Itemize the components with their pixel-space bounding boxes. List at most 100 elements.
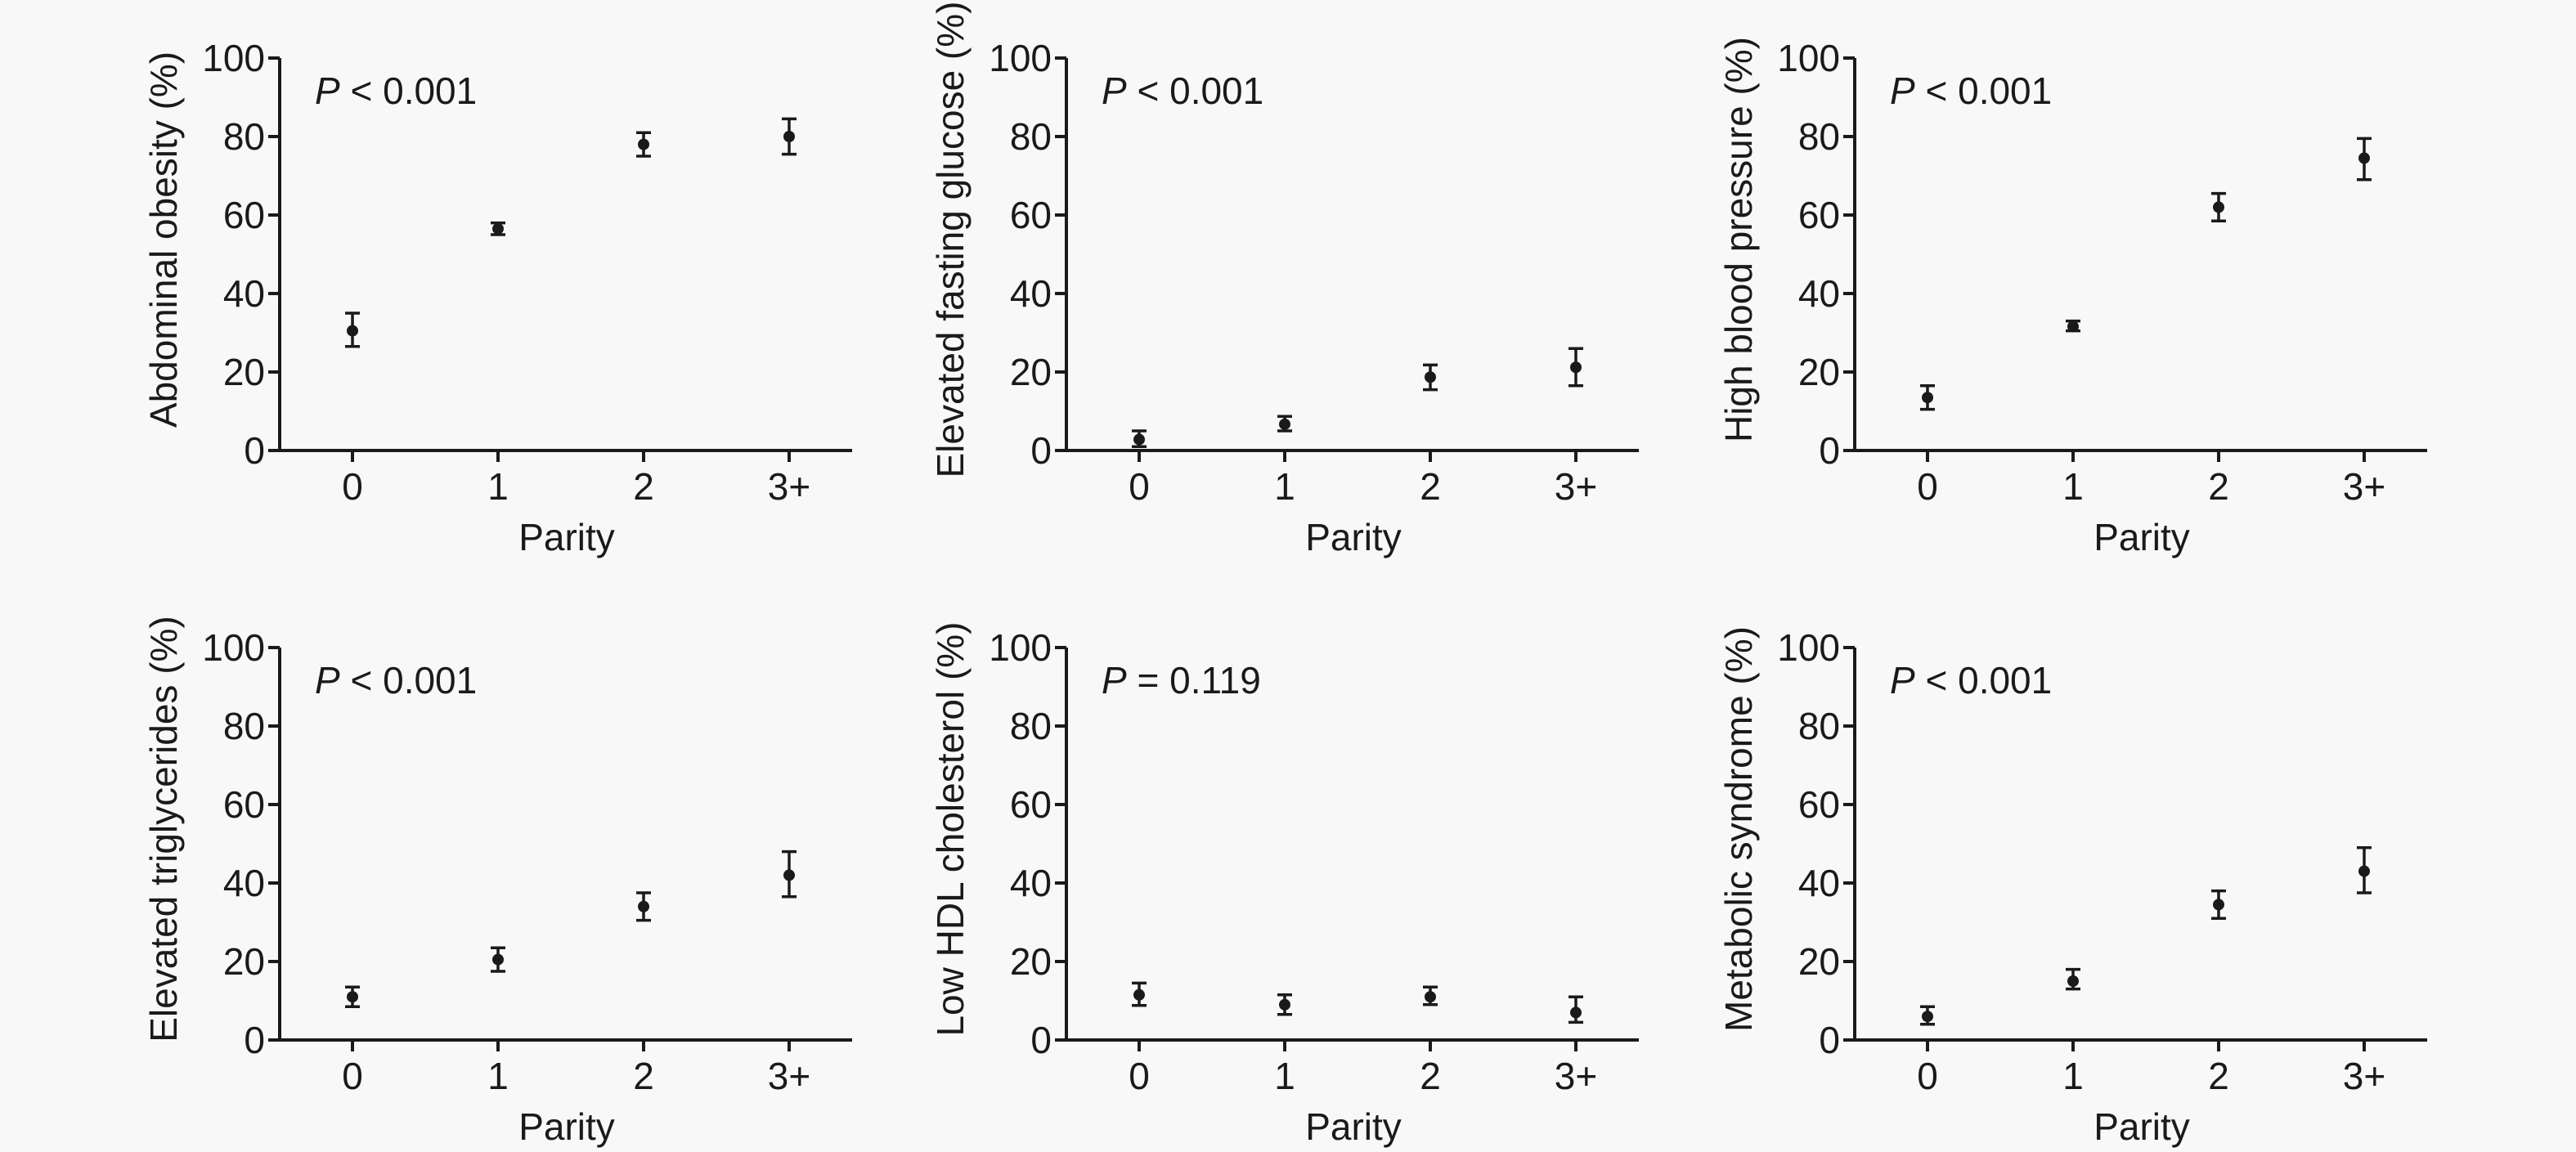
y-tick-label: 100	[989, 37, 1052, 79]
p-value-symbol: P	[1890, 659, 1915, 702]
x-tick-label: 1	[1274, 1055, 1295, 1097]
data-point	[2213, 201, 2224, 213]
p-value-symbol: P	[315, 69, 340, 112]
y-tick-label: 60	[1798, 783, 1840, 826]
p-value-annotation: P = 0.119	[1102, 659, 1261, 702]
p-value-symbol: P	[315, 659, 340, 702]
p-value-text: = 0.119	[1127, 659, 1261, 702]
x-tick-label: 3+	[2343, 1055, 2385, 1097]
x-tick-label: 2	[633, 465, 654, 508]
p-value-annotation: P < 0.001	[1890, 69, 2052, 112]
x-tick-label: 3+	[768, 465, 810, 508]
y-tick-label: 60	[1010, 194, 1052, 236]
p-value-annotation: P < 0.001	[315, 69, 477, 112]
x-tick-label: 0	[1917, 1055, 1938, 1097]
y-tick-label: 0	[244, 1019, 265, 1061]
y-tick-label: 80	[1798, 705, 1840, 747]
data-point	[1279, 418, 1290, 430]
y-tick-label: 20	[223, 351, 265, 393]
data-point	[638, 138, 649, 150]
y-tick-label: 100	[1777, 626, 1840, 669]
chart-panel: 0 20 40 60 80 100 0 1 2 3+ Parity Low HDL cholester…	[929, 621, 1639, 1148]
x-axis-title: Parity	[1305, 516, 1402, 558]
y-tick-label: 40	[1798, 272, 1840, 315]
y-tick-label: 80	[1798, 115, 1840, 158]
p-value-symbol: P	[1890, 69, 1915, 112]
x-tick-label: 0	[1129, 465, 1150, 508]
y-tick-label: 40	[1798, 862, 1840, 904]
y-tick-label: 100	[1777, 37, 1840, 79]
x-tick-label: 3+	[1555, 465, 1597, 508]
x-tick-label: 3+	[768, 1055, 810, 1097]
data-point	[347, 325, 358, 337]
y-tick-label: 60	[223, 194, 265, 236]
data-point	[1279, 998, 1290, 1011]
y-axis-title: Elevated triglycerides (%)	[142, 616, 185, 1042]
data-point	[1922, 1011, 1933, 1023]
p-value-symbol: P	[1102, 69, 1127, 112]
data-point	[1425, 371, 1436, 383]
x-tick-label: 2	[633, 1055, 654, 1097]
y-tick-label: 80	[223, 115, 265, 158]
chart-panel: 0 20 40 60 80 100 0 1 2 3+ Parity High blood pressu…	[1717, 37, 2427, 558]
data-point	[347, 991, 358, 1003]
x-tick-label: 2	[2208, 1055, 2229, 1097]
p-value-symbol: P	[1102, 659, 1127, 702]
y-tick-label: 20	[223, 940, 265, 983]
y-axis-title: Metabolic syndrome (%)	[1717, 626, 1760, 1032]
data-point	[492, 953, 504, 966]
y-tick-label: 0	[1030, 429, 1052, 472]
x-tick-label: 0	[1129, 1055, 1150, 1097]
y-tick-label: 20	[1010, 940, 1052, 983]
y-tick-label: 100	[989, 626, 1052, 669]
x-tick-label: 2	[2208, 465, 2229, 508]
data-point	[783, 869, 795, 881]
x-axis-title: Parity	[518, 516, 615, 558]
y-tick-label: 40	[1010, 272, 1052, 315]
y-tick-label: 40	[223, 272, 265, 315]
x-tick-label: 1	[487, 465, 509, 508]
p-value-annotation: P < 0.001	[1890, 659, 2052, 702]
data-point	[1133, 433, 1145, 446]
x-axis-title: Parity	[518, 1105, 615, 1148]
y-tick-label: 20	[1010, 351, 1052, 393]
x-tick-label: 2	[1420, 1055, 1441, 1097]
x-tick-label: 2	[1420, 465, 1441, 508]
y-tick-label: 60	[223, 783, 265, 826]
y-tick-label: 40	[1010, 862, 1052, 904]
data-point	[1570, 1006, 1582, 1019]
data-point	[2067, 320, 2079, 333]
x-axis-title: Parity	[2094, 1105, 2190, 1148]
y-tick-label: 0	[244, 429, 265, 472]
y-tick-label: 20	[1798, 940, 1840, 983]
data-point	[1133, 988, 1145, 1001]
y-tick-label: 40	[223, 862, 265, 904]
x-axis-title: Parity	[1305, 1105, 1402, 1148]
y-tick-label: 80	[223, 705, 265, 747]
y-tick-label: 60	[1798, 194, 1840, 236]
y-axis-title: Elevated fasting glucose (%)	[929, 2, 972, 478]
p-value-text: < 0.001	[340, 69, 478, 112]
data-point	[1570, 361, 1582, 374]
data-point	[783, 131, 795, 142]
x-tick-label: 0	[1917, 465, 1938, 508]
y-axis-title: Abdominal obesity (%)	[142, 52, 185, 428]
chart-panel: 0 20 40 60 80 100 0 1 2 3+ Parity Abdominal obesity…	[142, 37, 852, 558]
p-value-text: < 0.001	[340, 659, 478, 702]
x-tick-label: 3+	[1555, 1055, 1597, 1097]
p-value-text: < 0.001	[1915, 659, 2053, 702]
y-tick-label: 0	[1030, 1019, 1052, 1061]
data-point	[2067, 975, 2079, 987]
p-value-annotation: P < 0.001	[1102, 69, 1263, 112]
y-tick-label: 100	[202, 37, 265, 79]
x-axis-title: Parity	[2094, 516, 2190, 558]
x-tick-label: 0	[342, 465, 363, 508]
p-value-text: < 0.001	[1127, 69, 1264, 112]
data-point	[2358, 865, 2370, 877]
y-tick-label: 60	[1010, 783, 1052, 826]
chart-panel: 0 20 40 60 80 100 0 1 2 3+ Parity Elevated triglyce…	[142, 616, 852, 1148]
x-tick-label: 3+	[2343, 465, 2385, 508]
y-tick-label: 0	[1819, 429, 1840, 472]
chart-panel: 0 20 40 60 80 100 0 1 2 3+ Parity Elevated fasting …	[929, 2, 1639, 558]
